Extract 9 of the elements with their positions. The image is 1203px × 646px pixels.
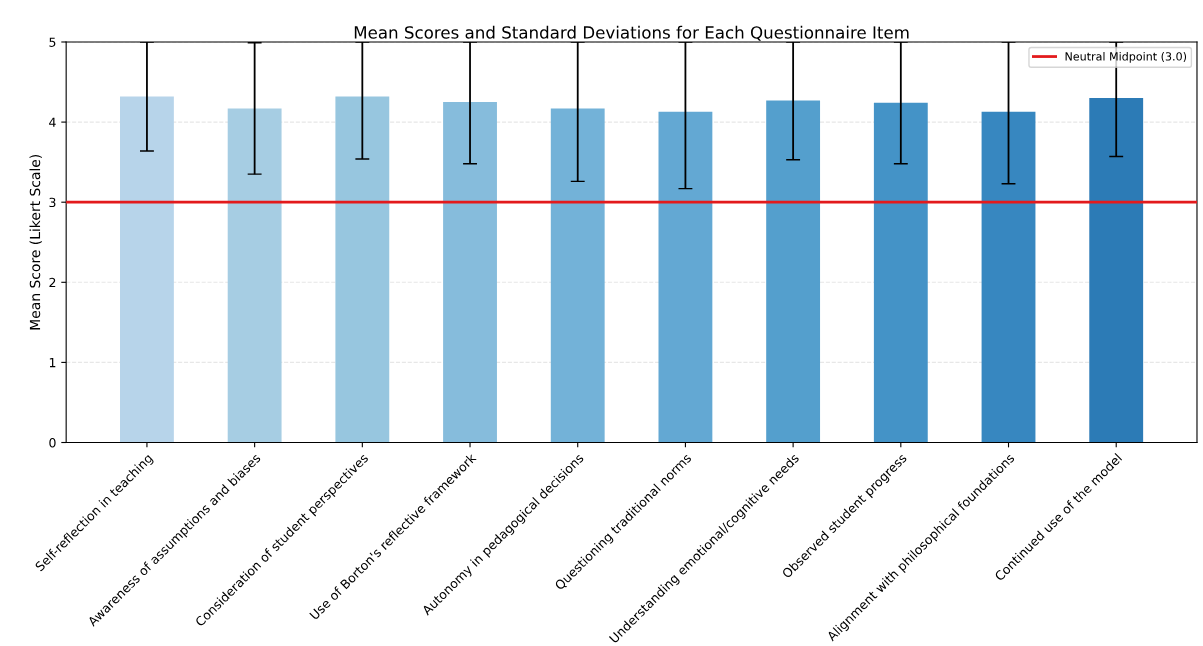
- y-tick-label: 5: [49, 37, 56, 47]
- y-axis-title: Mean Score (Likert Scale): [29, 154, 42, 330]
- y-tick-label: 1: [49, 358, 56, 368]
- y-tick-label: 4: [49, 117, 56, 127]
- y-tick-label: 3: [49, 197, 56, 208]
- chart-title: Mean Scores and Standard Deviations for Each Questionnaire Item: [354, 25, 909, 41]
- y-tick-label: 0: [49, 437, 56, 448]
- y-tick-label: 2: [49, 277, 56, 288]
- legend-label: Neutral Midpoint (3.0): [1065, 51, 1187, 63]
